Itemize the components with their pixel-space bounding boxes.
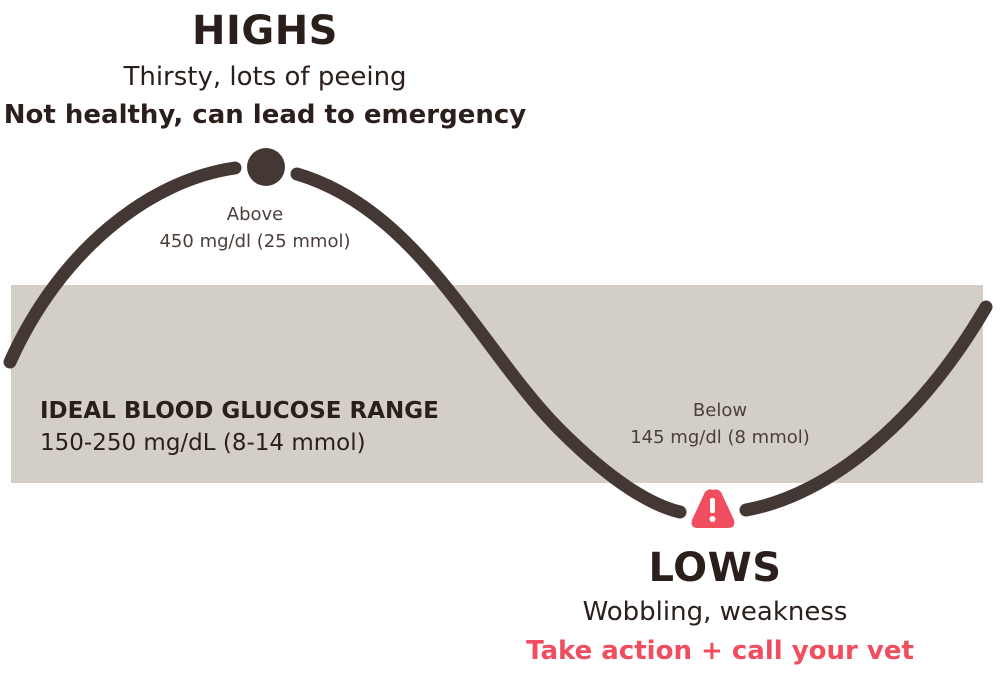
lows-title: LOWS: [648, 545, 782, 591]
highs-symptoms: Thirsty, lots of peeing: [123, 62, 407, 92]
below-threshold-label: Below: [692, 400, 748, 421]
peak-marker: [247, 148, 285, 186]
highs-warning: Not healthy, can lead to emergency: [3, 100, 527, 130]
above-threshold-value: 450 mg/dl (25 mmol): [159, 231, 351, 252]
glucose-curve-right: [739, 300, 993, 517]
ideal-range-title: IDEAL BLOOD GLUCOSE RANGE: [40, 398, 439, 424]
glucose-curve-left: [3, 161, 242, 369]
below-threshold-value: 145 mg/dl (8 mmol): [630, 427, 810, 448]
ideal-range-band: [11, 285, 983, 483]
lows-symptoms: Wobbling, weakness: [582, 597, 848, 627]
glucose-curve-middle: [290, 167, 687, 519]
warning-triangle-icon: [691, 489, 735, 528]
lows-warning: Take action + call your vet: [526, 636, 914, 666]
above-threshold-label: Above: [226, 204, 284, 225]
ideal-range-value: 150-250 mg/dL (8-14 mmol): [40, 430, 366, 456]
highs-title: HIGHS: [192, 8, 338, 54]
